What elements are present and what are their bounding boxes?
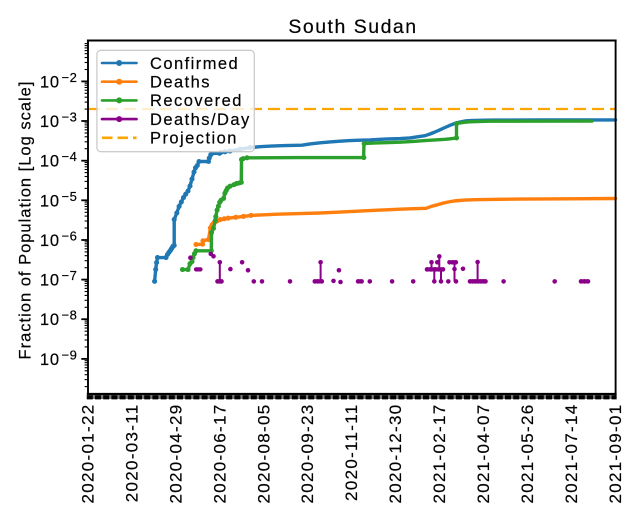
svg-text:2021-09-01: 2021-09-01 (606, 404, 625, 504)
svg-text:10: 10 (40, 73, 60, 91)
svg-text:10: 10 (40, 351, 60, 369)
svg-text:10: 10 (40, 311, 60, 329)
svg-text:Recovered: Recovered (150, 92, 243, 110)
svg-text:2020-03-11: 2020-03-11 (122, 404, 141, 503)
svg-text:2021-04-07: 2021-04-07 (474, 404, 493, 504)
svg-text:2020-12-30: 2020-12-30 (386, 404, 405, 504)
svg-text:−7: −7 (62, 268, 78, 283)
svg-text:2020-06-17: 2020-06-17 (210, 404, 229, 504)
svg-text:2021-05-26: 2021-05-26 (518, 404, 537, 504)
svg-text:South Sudan: South Sudan (288, 16, 417, 38)
svg-text:10: 10 (40, 232, 60, 250)
svg-text:Deaths: Deaths (150, 74, 211, 92)
svg-text:Fraction of Population [Log sc: Fraction of Population [Log scale] (17, 81, 35, 360)
svg-text:2021-07-14: 2021-07-14 (562, 404, 581, 504)
svg-text:10: 10 (40, 272, 60, 290)
svg-text:10: 10 (40, 153, 60, 171)
svg-text:Confirmed: Confirmed (150, 55, 239, 73)
svg-text:−2: −2 (62, 70, 78, 85)
svg-text:2020-08-05: 2020-08-05 (254, 404, 273, 504)
svg-text:−4: −4 (62, 149, 78, 164)
svg-text:−8: −8 (62, 308, 78, 323)
svg-text:10: 10 (40, 113, 60, 131)
svg-text:Deaths/Day: Deaths/Day (150, 111, 251, 129)
svg-text:2020-11-11: 2020-11-11 (342, 404, 361, 501)
svg-text:2020-09-23: 2020-09-23 (298, 404, 317, 504)
svg-text:Projection: Projection (150, 130, 238, 148)
svg-text:−5: −5 (62, 189, 78, 204)
svg-text:2020-04-29: 2020-04-29 (166, 404, 185, 504)
svg-text:10: 10 (40, 192, 60, 210)
svg-text:2021-02-17: 2021-02-17 (430, 404, 449, 504)
svg-text:2020-01-22: 2020-01-22 (78, 404, 97, 504)
svg-text:−9: −9 (62, 347, 78, 362)
svg-text:−6: −6 (62, 229, 78, 244)
svg-text:−3: −3 (62, 110, 78, 125)
